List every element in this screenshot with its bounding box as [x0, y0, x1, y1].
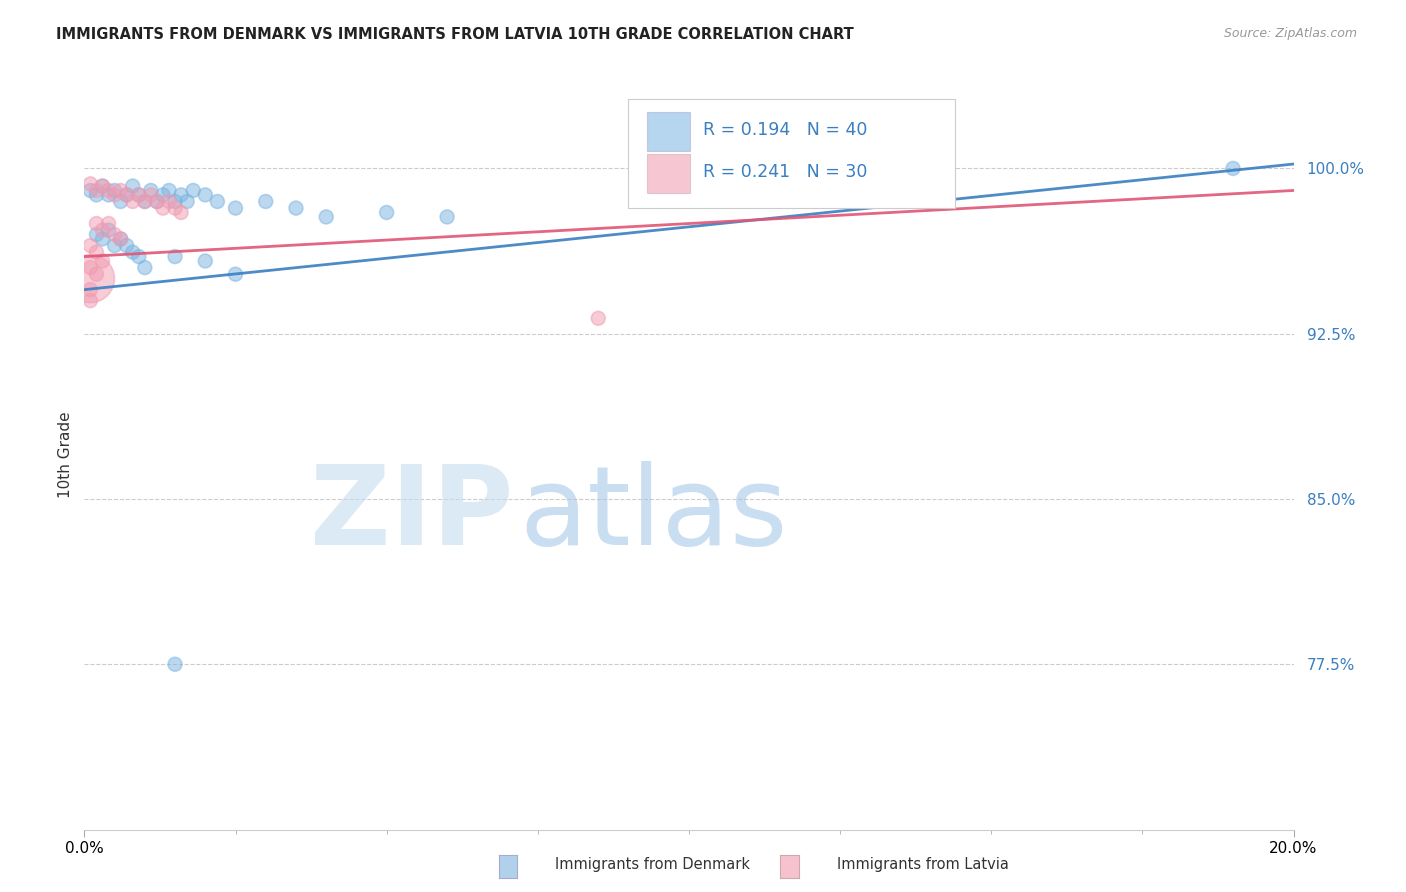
- Point: [86, 217, 108, 231]
- Point: [86, 267, 108, 281]
- Point: [97, 217, 120, 231]
- Point: [79, 271, 101, 285]
- Point: [121, 194, 143, 209]
- Point: [115, 187, 138, 202]
- Point: [315, 210, 337, 224]
- Y-axis label: 10th Grade: 10th Grade: [58, 411, 73, 499]
- Point: [436, 210, 458, 224]
- Text: Immigrants from Latvia: Immigrants from Latvia: [837, 857, 1008, 872]
- Point: [104, 238, 127, 252]
- Point: [207, 194, 229, 209]
- Text: ZIP: ZIP: [311, 461, 513, 568]
- Point: [79, 238, 101, 252]
- Point: [91, 254, 114, 268]
- Point: [91, 179, 114, 194]
- Point: [146, 194, 169, 209]
- Point: [110, 232, 132, 246]
- Point: [1222, 161, 1244, 176]
- Text: R = 0.241   N = 30: R = 0.241 N = 30: [703, 163, 868, 181]
- Text: IMMIGRANTS FROM DENMARK VS IMMIGRANTS FROM LATVIA 10TH GRADE CORRELATION CHART: IMMIGRANTS FROM DENMARK VS IMMIGRANTS FR…: [56, 27, 853, 42]
- Point: [176, 194, 198, 209]
- Point: [254, 194, 277, 209]
- Point: [194, 254, 217, 268]
- Point: [152, 187, 174, 202]
- Point: [181, 184, 204, 198]
- Point: [134, 194, 156, 209]
- Point: [146, 194, 169, 209]
- Text: atlas: atlas: [520, 461, 789, 568]
- Point: [157, 184, 180, 198]
- Point: [121, 245, 143, 260]
- Point: [97, 223, 120, 237]
- Point: [170, 187, 193, 202]
- Point: [91, 223, 114, 237]
- Point: [194, 187, 217, 202]
- Point: [152, 201, 174, 215]
- Point: [157, 194, 180, 209]
- Text: R = 0.194   N = 40: R = 0.194 N = 40: [703, 121, 868, 139]
- Point: [115, 238, 138, 252]
- Point: [79, 177, 101, 191]
- Point: [91, 232, 114, 246]
- Point: [104, 184, 127, 198]
- Point: [86, 245, 108, 260]
- Point: [165, 250, 187, 264]
- Point: [79, 184, 101, 198]
- Point: [110, 194, 132, 209]
- Point: [170, 205, 193, 219]
- Point: [79, 283, 101, 297]
- Point: [165, 194, 187, 209]
- Point: [79, 293, 101, 308]
- Point: [134, 260, 156, 275]
- Point: [225, 267, 247, 281]
- Point: [225, 201, 247, 215]
- Point: [375, 205, 398, 219]
- Point: [134, 194, 156, 209]
- FancyBboxPatch shape: [647, 154, 690, 194]
- Point: [110, 232, 132, 246]
- Point: [79, 260, 101, 275]
- Point: [110, 184, 132, 198]
- Point: [139, 187, 162, 202]
- FancyBboxPatch shape: [628, 99, 955, 208]
- Point: [115, 187, 138, 202]
- Text: Source: ZipAtlas.com: Source: ZipAtlas.com: [1223, 27, 1357, 40]
- Point: [128, 187, 150, 202]
- Point: [139, 184, 162, 198]
- Point: [165, 657, 187, 672]
- Point: [86, 187, 108, 202]
- Point: [86, 227, 108, 242]
- Point: [97, 184, 120, 198]
- Point: [91, 179, 114, 194]
- Point: [128, 250, 150, 264]
- Point: [121, 179, 143, 194]
- Point: [285, 201, 308, 215]
- Point: [104, 187, 127, 202]
- Point: [588, 311, 610, 326]
- Point: [128, 187, 150, 202]
- Point: [165, 201, 187, 215]
- Point: [104, 227, 127, 242]
- Point: [86, 184, 108, 198]
- Text: Immigrants from Denmark: Immigrants from Denmark: [555, 857, 751, 872]
- FancyBboxPatch shape: [647, 112, 690, 152]
- Point: [97, 187, 120, 202]
